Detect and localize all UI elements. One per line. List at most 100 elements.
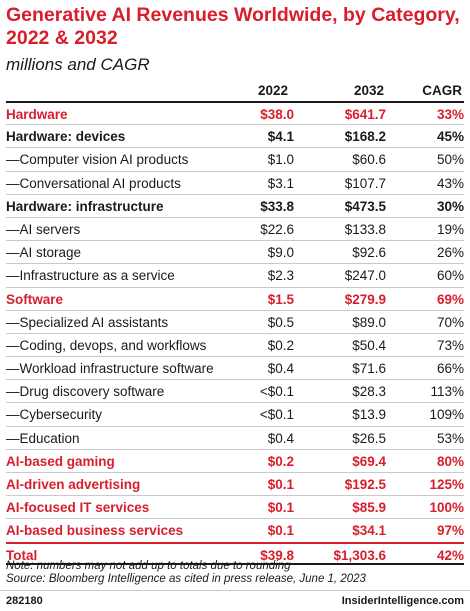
value-2022: $33.8 (260, 198, 294, 214)
table-row: —Specialized AI assistants $0.5 $89.0 70% (6, 309, 464, 333)
value-cagr: 69% (436, 291, 464, 307)
row-label: —Computer vision AI products (6, 152, 189, 168)
value-cagr: 100% (429, 500, 464, 516)
table-row: —AI storage $9.0 $92.6 26% (6, 240, 464, 263)
value-2022: $0.2 (267, 337, 294, 353)
value-2022: $1.5 (267, 291, 294, 307)
data-table: Hardware $38.0 $641.7 33% Hardware: devices $… (6, 101, 464, 565)
table-row: —Computer vision AI products $1.0 $60.6 50% (6, 147, 464, 170)
value-2022: <$0.1 (259, 407, 294, 423)
row-label: AI-based gaming (6, 453, 115, 469)
row-label: —Workload infrastructure software (6, 361, 214, 377)
table-row: AI-focused IT services $0.1 $85.9 100% (6, 495, 464, 518)
value-2022: $2.3 (267, 268, 294, 284)
value-2032: $85.9 (352, 500, 386, 516)
brand-link[interactable]: InsiderIntelligence.com (341, 595, 464, 607)
value-2022: $0.2 (267, 453, 294, 469)
value-2022: $39.8 (260, 547, 294, 563)
value-cagr: 43% (436, 175, 464, 191)
row-label: —Drug discovery software (6, 384, 165, 400)
value-cagr: 73% (436, 337, 464, 353)
notes: Note: numbers may not add up to totals d… (6, 560, 366, 586)
value-2022: $22.6 (260, 221, 294, 237)
value-2022: $0.1 (267, 523, 294, 539)
table-row: Hardware: devices $4.1 $168.2 45% (6, 124, 464, 147)
row-label: AI-based business services (6, 523, 184, 539)
value-2032: $168.2 (344, 129, 386, 145)
value-2032: $60.6 (352, 152, 386, 168)
row-label: —Infrastructure as a service (6, 268, 175, 284)
row-label: Total (6, 547, 38, 563)
value-2022: $0.1 (267, 477, 294, 492)
value-2032: $247.0 (344, 268, 386, 284)
value-cagr: 60% (436, 268, 464, 284)
value-cagr: 113% (430, 384, 464, 400)
value-2022: $4.1 (267, 129, 294, 145)
value-2032: $473.5 (344, 198, 386, 214)
table-row: AI-driven advertising $0.1 $192.5 125% (6, 472, 464, 495)
value-2032: $192.5 (344, 477, 386, 492)
value-2022: <$0.1 (259, 384, 294, 400)
row-label: AI-driven advertising (6, 477, 141, 492)
column-header-cagr: CAGR (422, 83, 462, 98)
table-row: —Conversational AI products $3.1 $107.7 43% (6, 170, 464, 194)
row-label: —Cybersecurity (6, 407, 103, 423)
table-row: Hardware $38.0 $641.7 33% (6, 101, 464, 124)
value-2032: $69.4 (352, 453, 386, 469)
table-row: —Drug discovery software <$0.1 $28.3 113% (6, 379, 464, 402)
value-2032: $13.9 (352, 407, 386, 423)
value-cagr: 70% (436, 314, 464, 330)
value-2022: $0.4 (267, 430, 294, 446)
value-2032: $89.0 (352, 314, 386, 330)
row-label: —Education (6, 430, 80, 446)
value-cagr: 45% (436, 129, 464, 145)
value-2032: $107.7 (344, 175, 386, 191)
value-2022: $3.1 (267, 175, 294, 191)
row-label: Hardware (6, 107, 68, 122)
table-row: AI-based gaming $0.2 $69.4 80% (6, 448, 464, 472)
value-2022: $9.0 (267, 245, 294, 261)
value-cagr: 26% (436, 245, 464, 261)
value-2022: $1.0 (267, 152, 294, 168)
value-2022: $0.4 (267, 361, 294, 377)
row-label: —Coding, devops, and workflows (6, 337, 207, 353)
value-2032: $1,303.6 (333, 547, 386, 563)
table-row: Software $1.5 $279.9 69% (6, 286, 464, 310)
row-label: AI-focused IT services (6, 500, 150, 516)
value-cagr: 33% (436, 107, 464, 122)
value-2032: $71.6 (352, 361, 386, 377)
column-header-2022: 2022 (257, 83, 288, 98)
row-label: —AI storage (6, 245, 82, 261)
row-label: —AI servers (6, 221, 81, 237)
value-cagr: 30% (436, 198, 464, 214)
table-row: AI-based business services $0.1 $34.1 97% (6, 518, 464, 541)
value-cagr: 125% (429, 477, 464, 492)
value-2032: $26.5 (352, 430, 386, 446)
source-text: Source: Bloomberg Intelligence as cited … (6, 573, 366, 585)
note-text: Note: numbers may not add up to totals d… (6, 560, 291, 572)
value-2032: $279.9 (344, 291, 386, 307)
value-2032: $34.1 (352, 523, 386, 539)
footer-divider (0, 590, 470, 591)
row-label: Software (6, 291, 64, 307)
value-cagr: 97% (436, 523, 464, 539)
value-2032: $92.6 (352, 245, 386, 261)
table-row: —Infrastructure as a service $2.3 $247.0 60… (6, 263, 464, 286)
value-2032: $641.7 (344, 107, 386, 122)
value-2022: $0.1 (267, 500, 294, 516)
table-row: —AI servers $22.6 $133.8 19% (6, 216, 464, 240)
row-label: —Specialized AI assistants (6, 314, 169, 330)
table-row: —Cybersecurity <$0.1 $13.9 109% (6, 402, 464, 425)
value-2032: $133.8 (344, 221, 386, 237)
value-cagr: 80% (436, 453, 464, 469)
table-row: Total $39.8 $1,303.6 42% (6, 541, 464, 565)
value-cagr: 66% (436, 361, 464, 377)
table-row: —Coding, devops, and workflows $0.2 $50.4 7… (6, 332, 464, 356)
value-cagr: 50% (436, 152, 464, 168)
chart-title: Generative AI Revenues Worldwide, by Cat… (6, 4, 460, 49)
row-label: —Conversational AI products (6, 175, 181, 191)
table-row: Hardware: infrastructure $33.8 $473.5 30% (6, 193, 464, 217)
value-2022: $38.0 (260, 107, 294, 122)
row-label: Hardware: infrastructure (6, 198, 164, 214)
value-cagr: 42% (436, 547, 464, 563)
